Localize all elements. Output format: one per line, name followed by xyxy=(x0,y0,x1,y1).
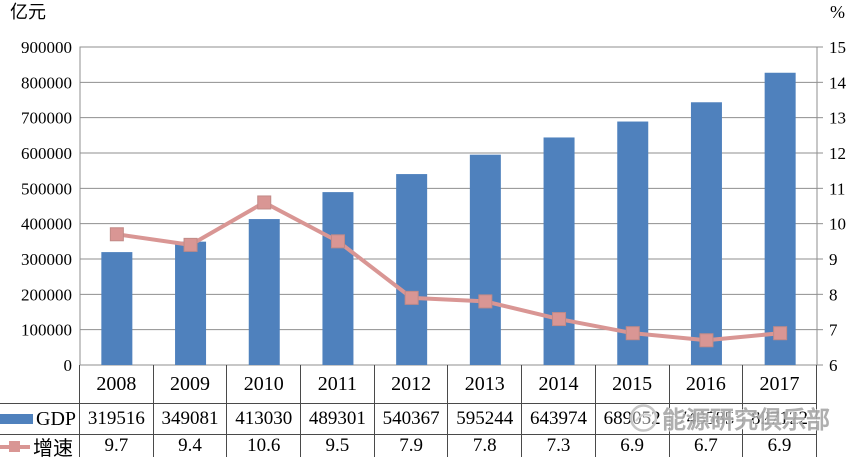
growth-line-swatch-icon xyxy=(0,440,30,453)
year-label: 2014 xyxy=(522,365,596,403)
growth-line-marker xyxy=(9,440,20,452)
left-axis-tick-label: 600000 xyxy=(21,144,72,163)
left-axis-tick-label: 700000 xyxy=(21,109,72,128)
right-axis-tick-label: 8 xyxy=(829,285,838,304)
growth-marker xyxy=(257,195,272,210)
growth-value: 9.7 xyxy=(80,434,154,457)
right-axis-tick-label: 9 xyxy=(829,250,838,269)
gdp-value: 743585 xyxy=(669,403,744,434)
growth-value: 7.3 xyxy=(522,434,596,457)
gdp-value: 413030 xyxy=(227,403,302,434)
growth-marker xyxy=(699,333,714,348)
year-label: 2016 xyxy=(670,365,744,403)
growth-line xyxy=(116,200,781,343)
gdp-value: 595244 xyxy=(448,403,523,434)
right-axis-tick-label: 11 xyxy=(829,179,845,198)
gdp-bar-swatch-icon xyxy=(0,414,33,424)
year-label: 2008 xyxy=(80,365,154,403)
gdp-legend-cell: GDP xyxy=(0,403,80,434)
right-axis-tick-label: 10 xyxy=(829,215,846,234)
gdp-bar xyxy=(469,154,501,365)
year-label: 2011 xyxy=(301,365,375,403)
gdp-bar xyxy=(690,102,722,365)
gdp-bar xyxy=(322,192,354,365)
growth-value: 6.9 xyxy=(595,434,670,457)
growth-value: 6.7 xyxy=(669,434,744,457)
left-axis-tick-label: 200000 xyxy=(21,285,72,304)
right-axis-tick-label: 6 xyxy=(829,356,838,375)
left-axis-tick-label: 300000 xyxy=(21,250,72,269)
gdp-bar xyxy=(617,121,649,365)
left-axis-tick-label: 0 xyxy=(64,356,73,375)
gdp-bar xyxy=(248,219,280,365)
right-axis-tick-label: 7 xyxy=(829,321,838,340)
right-axis-tick-label: 15 xyxy=(829,38,846,57)
right-axis-tick-label: 14 xyxy=(829,73,847,92)
right-axis-tick-label: 12 xyxy=(829,144,846,163)
gdp-value: 689052 xyxy=(595,403,670,434)
gdp-bar xyxy=(175,241,207,365)
growth-marker xyxy=(404,290,419,305)
growth-marker xyxy=(183,237,198,252)
left-axis-tick-label: 800000 xyxy=(21,73,72,92)
gdp-bar xyxy=(396,174,428,365)
left-axis-tick-label: 900000 xyxy=(21,38,72,57)
left-axis-tick-label: 500000 xyxy=(21,179,72,198)
growth-legend-cell: 增速 xyxy=(0,434,80,457)
growth-value: 9.5 xyxy=(301,434,375,457)
gdp-legend-label: GDP xyxy=(36,407,77,430)
plot-border xyxy=(79,46,818,366)
year-label: 2013 xyxy=(448,365,523,403)
left-axis-tick-label: 400000 xyxy=(21,215,72,234)
gdp-value: 349081 xyxy=(153,403,228,434)
data-table: 2008 2009 2010 2011 2012 2013 2014 2015 … xyxy=(0,365,817,457)
gdp-bar xyxy=(101,252,133,365)
year-label: 2010 xyxy=(227,365,302,403)
growth-value: 7.9 xyxy=(374,434,449,457)
growth-marker xyxy=(330,234,345,249)
growth-legend-label: 增速 xyxy=(33,437,73,457)
growth-value: 7.8 xyxy=(448,434,523,457)
table-corner-cell xyxy=(0,365,80,403)
growth-value: 9.4 xyxy=(153,434,228,457)
growth-marker xyxy=(109,227,124,242)
gdp-value: 489301 xyxy=(301,403,375,434)
right-axis-tick-label: 13 xyxy=(829,109,846,128)
growth-marker xyxy=(625,326,640,341)
gdp-value: 827122 xyxy=(743,403,817,434)
growth-value: 6.9 xyxy=(743,434,817,457)
growth-value: 10.6 xyxy=(227,434,302,457)
growth-marker xyxy=(552,312,567,327)
gdp-bar xyxy=(543,137,575,365)
left-axis-title: 亿元 xyxy=(10,2,46,22)
year-label: 2015 xyxy=(596,365,670,403)
growth-marker xyxy=(773,326,788,341)
year-label: 2012 xyxy=(375,365,449,403)
gdp-value: 540367 xyxy=(374,403,449,434)
gdp-bar xyxy=(764,72,796,365)
left-axis-tick-label: 100000 xyxy=(21,321,72,340)
year-label: 2017 xyxy=(743,365,817,403)
gdp-value: 643974 xyxy=(522,403,596,434)
year-label: 2009 xyxy=(154,365,228,403)
growth-marker xyxy=(478,294,493,309)
right-axis-title: % xyxy=(830,2,845,22)
gdp-value: 319516 xyxy=(80,403,154,434)
